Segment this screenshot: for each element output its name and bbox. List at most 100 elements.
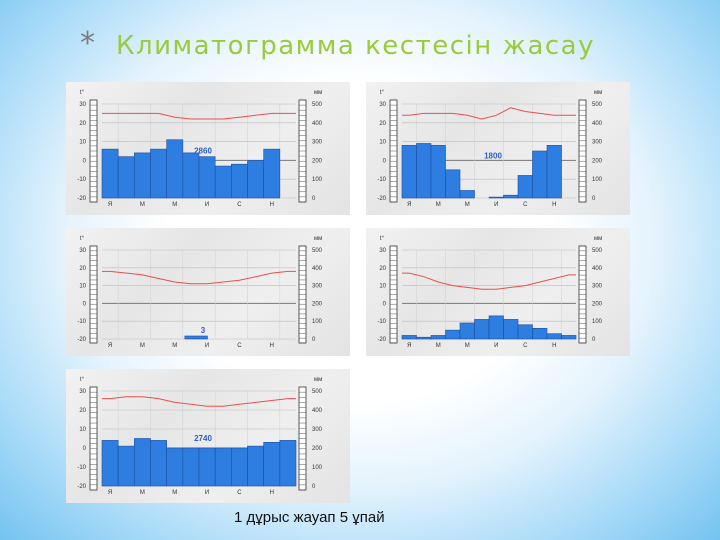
- precipitation-bar: [279, 440, 297, 487]
- temperature-tick-label: 20: [79, 408, 86, 414]
- temperature-tick-label: 10: [379, 140, 386, 146]
- precipitation-tick-label: 0: [592, 337, 596, 343]
- temperature-unit-label: t°: [380, 236, 385, 242]
- month-label: Я: [407, 343, 411, 349]
- precipitation-bar: [150, 440, 167, 487]
- precipitation-tick-label: 500: [592, 102, 603, 108]
- month-label: М: [172, 490, 177, 496]
- precipitation-tick-label: 0: [312, 337, 316, 343]
- temperature-tick-label: 20: [379, 266, 386, 272]
- precipitation-unit-label: мм: [314, 377, 322, 383]
- climatogram-4: t° мм 30 20 10 0 -10 -20 500 400 300 200 100 0 Я М М И С Н: [366, 228, 630, 356]
- precipitation-bar: [445, 329, 461, 340]
- caption: 1 дұрыс жауап 5 ұпай: [234, 509, 385, 526]
- month-label: Я: [407, 202, 411, 208]
- precipitation-bar: [474, 319, 490, 340]
- precipitation-bar: [517, 175, 533, 199]
- precipitation-tick-label: 300: [312, 284, 323, 290]
- month-label: М: [140, 202, 145, 208]
- month-label: Н: [270, 490, 274, 496]
- precipitation-tick-label: 100: [312, 465, 323, 471]
- precipitation-bar: [430, 335, 446, 340]
- precipitation-tick-label: 100: [592, 177, 603, 183]
- precipitation-bar: [166, 139, 184, 199]
- slide-title: * Климатограмма кестесін жасау: [80, 26, 700, 70]
- precipitation-bar: [247, 160, 264, 199]
- temperature-tick-label: 0: [83, 301, 87, 307]
- temperature-line: [402, 107, 576, 120]
- precipitation-bar: [184, 335, 208, 340]
- month-label: С: [237, 343, 242, 349]
- precipitation-bar: [134, 152, 151, 199]
- temperature-tick-label: -10: [77, 177, 86, 183]
- climatogram-2: t° мм 30 20 10 0 -10 -20 500 400 300 200 100 0 1800 Я М М…: [366, 82, 630, 215]
- temperature-tick-label: 20: [79, 266, 86, 272]
- month-label: М: [436, 202, 441, 208]
- month-label: И: [205, 490, 209, 496]
- precipitation-bar: [546, 333, 562, 340]
- temperature-tick-label: -20: [77, 484, 86, 490]
- precipitation-bar: [214, 447, 232, 487]
- precipitation-unit-label: мм: [314, 90, 322, 96]
- precipitation-tick-label: 300: [312, 427, 323, 433]
- slide-title-text: Климатограмма кестесін жасау: [116, 31, 595, 61]
- precipitation-tick-label: 200: [592, 158, 603, 164]
- month-label: И: [494, 343, 498, 349]
- precipitation-bar: [532, 150, 548, 199]
- precipitation-bar: [134, 438, 151, 487]
- month-label: Я: [108, 202, 112, 208]
- temperature-line: [102, 396, 296, 407]
- precipitation-unit-label: мм: [594, 236, 602, 242]
- month-label: М: [436, 343, 441, 349]
- precipitation-tick-label: 300: [592, 284, 603, 290]
- temperature-tick-label: 0: [383, 301, 387, 307]
- month-label: М: [140, 490, 145, 496]
- temperature-line: [102, 112, 296, 120]
- precipitation-bar: [459, 190, 475, 199]
- annual-precipitation-label: 3: [201, 326, 206, 335]
- precipitation-bar: [561, 335, 577, 340]
- month-label: С: [523, 202, 528, 208]
- precipitation-tick-label: 200: [312, 158, 323, 164]
- month-label: Н: [552, 343, 556, 349]
- precipitation-bar: [445, 169, 461, 199]
- precipitation-bar: [198, 447, 216, 487]
- temperature-tick-label: 30: [379, 102, 386, 108]
- precipitation-bar: [150, 148, 167, 199]
- precipitation-bar: [459, 322, 475, 340]
- precipitation-tick-label: 300: [312, 140, 323, 146]
- temperature-tick-label: -20: [377, 196, 386, 202]
- climatogram-3: t° мм 30 20 10 0 -10 -20 500 400 300 200 100 0 3 Я М М И С Н: [66, 228, 350, 356]
- temperature-tick-label: -10: [377, 319, 386, 325]
- bullet-star-icon: *: [80, 26, 95, 61]
- climatogram-5: t° мм 30 20 10 0 -10 -20 500 400 300 200 100 0 2740 Я М М…: [66, 369, 350, 503]
- temperature-tick-label: 0: [383, 158, 387, 164]
- precipitation-bar: [401, 145, 417, 199]
- precipitation-tick-label: 200: [312, 301, 323, 307]
- precipitation-bar: [166, 447, 184, 487]
- temperature-tick-label: 20: [79, 121, 86, 127]
- precipitation-bar: [231, 163, 248, 199]
- precipitation-bar: [503, 319, 519, 340]
- month-label: М: [140, 343, 145, 349]
- temperature-tick-label: 10: [379, 284, 386, 290]
- month-label: М: [172, 202, 177, 208]
- precipitation-tick-label: 0: [592, 196, 596, 202]
- temperature-tick-label: -20: [377, 337, 386, 343]
- temperature-tick-label: 20: [379, 121, 386, 127]
- month-label: И: [205, 202, 209, 208]
- month-label: И: [205, 343, 209, 349]
- precipitation-tick-label: 500: [312, 389, 323, 395]
- temperature-tick-label: -10: [77, 465, 86, 471]
- precipitation-tick-label: 200: [312, 446, 323, 452]
- annual-precipitation-label: 2740: [194, 434, 212, 443]
- temperature-tick-label: -20: [77, 337, 86, 343]
- temperature-unit-label: t°: [380, 90, 385, 96]
- precipitation-bar: [517, 324, 533, 340]
- month-label: С: [237, 490, 242, 496]
- month-label: Н: [552, 202, 556, 208]
